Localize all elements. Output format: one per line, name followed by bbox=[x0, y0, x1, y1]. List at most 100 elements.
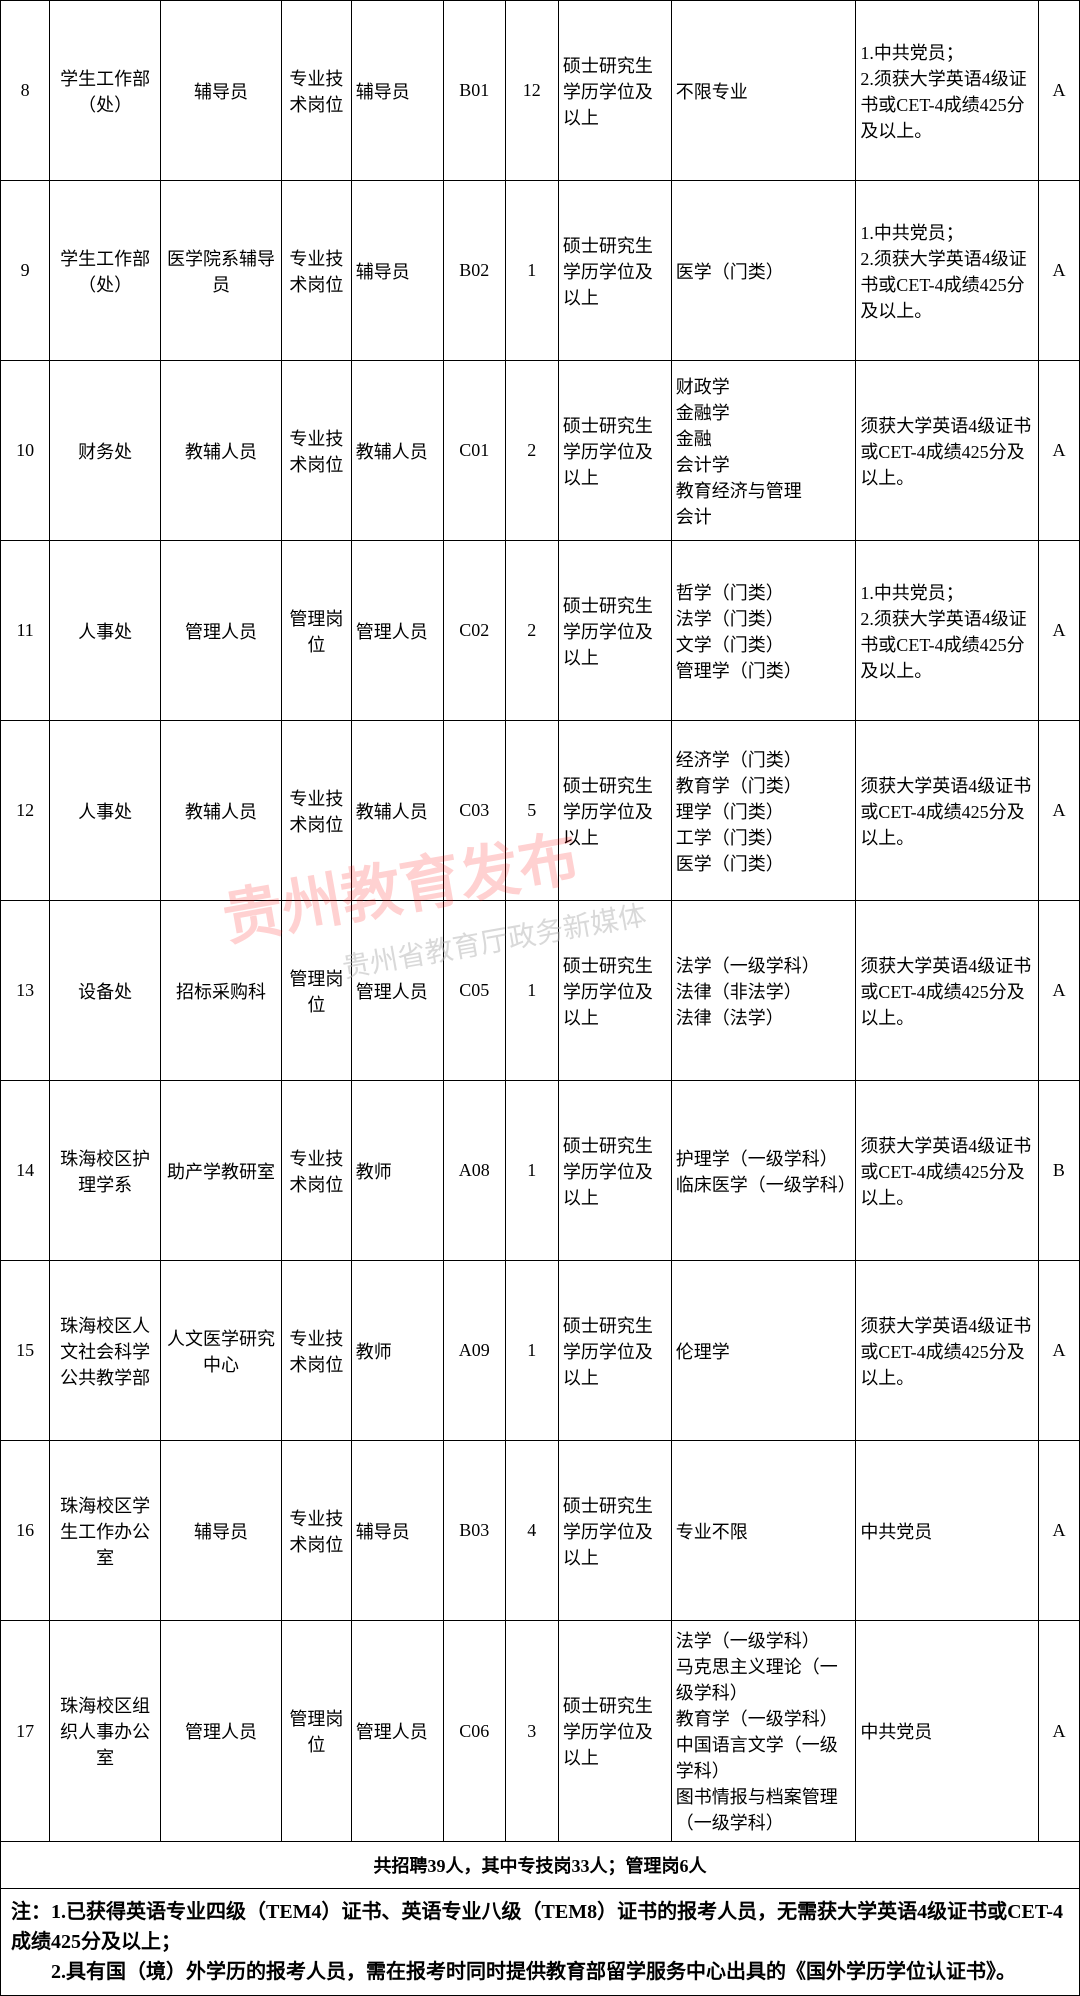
code-cell: C02 bbox=[444, 541, 506, 721]
category-cell: 辅导员 bbox=[351, 1441, 443, 1621]
position-cell: 辅导员 bbox=[160, 1, 281, 181]
table-row: 15珠海校区人文社会科学公共教学部人文医学研究中心专业技术岗位教师A091硕士研… bbox=[1, 1261, 1080, 1441]
pos-type-cell: 专业技术岗位 bbox=[282, 1, 352, 181]
dept-cell: 珠海校区人文社会科学公共教学部 bbox=[50, 1261, 161, 1441]
education-cell: 硕士研究生学历学位及以上 bbox=[558, 1081, 671, 1261]
grade-cell: A bbox=[1038, 721, 1079, 901]
grade-cell: A bbox=[1038, 901, 1079, 1081]
table-row: 16珠海校区学生工作办公室辅导员专业技术岗位辅导员B034硕士研究生学历学位及以… bbox=[1, 1441, 1080, 1621]
row-num-cell: 12 bbox=[1, 721, 50, 901]
requirement-cell: 中共党员 bbox=[856, 1441, 1039, 1621]
notes-block: 注：1.已获得英语专业四级（TEM4）证书、英语专业八级（TEM8）证书的报考人… bbox=[0, 1889, 1080, 1996]
education-cell: 硕士研究生学历学位及以上 bbox=[558, 721, 671, 901]
code-cell: A08 bbox=[444, 1081, 506, 1261]
education-cell: 硕士研究生学历学位及以上 bbox=[558, 181, 671, 361]
count-cell: 5 bbox=[505, 721, 558, 901]
pos-type-cell: 管理岗位 bbox=[282, 541, 352, 721]
pos-type-cell: 专业技术岗位 bbox=[282, 361, 352, 541]
requirement-cell: 1.中共党员； 2.须获大学英语4级证书或CET-4成绩425分及以上。 bbox=[856, 181, 1039, 361]
requirement-cell: 1.中共党员； 2.须获大学英语4级证书或CET-4成绩425分及以上。 bbox=[856, 1, 1039, 181]
major-cell: 伦理学 bbox=[671, 1261, 856, 1441]
grade-cell: A bbox=[1038, 1, 1079, 181]
position-cell: 辅导员 bbox=[160, 1441, 281, 1621]
major-cell: 专业不限 bbox=[671, 1441, 856, 1621]
grade-cell: A bbox=[1038, 1621, 1079, 1842]
dept-cell: 珠海校区组织人事办公室 bbox=[50, 1621, 161, 1842]
table-row: 12人事处教辅人员专业技术岗位教辅人员C035硕士研究生学历学位及以上经济学（门… bbox=[1, 721, 1080, 901]
requirement-cell: 中共党员 bbox=[856, 1621, 1039, 1842]
category-cell: 管理人员 bbox=[351, 541, 443, 721]
education-cell: 硕士研究生学历学位及以上 bbox=[558, 901, 671, 1081]
major-cell: 医学（门类） bbox=[671, 181, 856, 361]
row-num-cell: 17 bbox=[1, 1621, 50, 1842]
row-num-cell: 16 bbox=[1, 1441, 50, 1621]
dept-cell: 学生工作部（处） bbox=[50, 181, 161, 361]
table-row: 11人事处管理人员管理岗位管理人员C022硕士研究生学历学位及以上哲学（门类） … bbox=[1, 541, 1080, 721]
table-row: 13设备处招标采购科管理岗位管理人员C051硕士研究生学历学位及以上法学（一级学… bbox=[1, 901, 1080, 1081]
category-cell: 管理人员 bbox=[351, 1621, 443, 1842]
major-cell: 财政学 金融学 金融 会计学 教育经济与管理 会计 bbox=[671, 361, 856, 541]
major-cell: 护理学（一级学科） 临床医学（一级学科） bbox=[671, 1081, 856, 1261]
count-cell: 12 bbox=[505, 1, 558, 181]
pos-type-cell: 专业技术岗位 bbox=[282, 1261, 352, 1441]
education-cell: 硕士研究生学历学位及以上 bbox=[558, 1441, 671, 1621]
row-num-cell: 10 bbox=[1, 361, 50, 541]
row-num-cell: 15 bbox=[1, 1261, 50, 1441]
count-cell: 1 bbox=[505, 181, 558, 361]
recruitment-table: 8学生工作部（处）辅导员专业技术岗位辅导员B0112硕士研究生学历学位及以上不限… bbox=[0, 0, 1080, 1889]
code-cell: B01 bbox=[444, 1, 506, 181]
requirement-cell: 须获大学英语4级证书或CET-4成绩425分及以上。 bbox=[856, 901, 1039, 1081]
table-row: 10财务处教辅人员专业技术岗位教辅人员C012硕士研究生学历学位及以上财政学 金… bbox=[1, 361, 1080, 541]
dept-cell: 珠海校区护理学系 bbox=[50, 1081, 161, 1261]
note-line-1: 注：1.已获得英语专业四级（TEM4）证书、英语专业八级（TEM8）证书的报考人… bbox=[11, 1897, 1069, 1957]
category-cell: 辅导员 bbox=[351, 181, 443, 361]
dept-cell: 财务处 bbox=[50, 361, 161, 541]
code-cell: C01 bbox=[444, 361, 506, 541]
requirement-cell: 须获大学英语4级证书或CET-4成绩425分及以上。 bbox=[856, 721, 1039, 901]
requirement-cell: 须获大学英语4级证书或CET-4成绩425分及以上。 bbox=[856, 361, 1039, 541]
code-cell: B02 bbox=[444, 181, 506, 361]
table-row: 8学生工作部（处）辅导员专业技术岗位辅导员B0112硕士研究生学历学位及以上不限… bbox=[1, 1, 1080, 181]
major-cell: 法学（一级学科） 法律（非法学） 法律（法学） bbox=[671, 901, 856, 1081]
pos-type-cell: 管理岗位 bbox=[282, 1621, 352, 1842]
category-cell: 辅导员 bbox=[351, 1, 443, 181]
count-cell: 1 bbox=[505, 1261, 558, 1441]
count-cell: 3 bbox=[505, 1621, 558, 1842]
pos-type-cell: 管理岗位 bbox=[282, 901, 352, 1081]
count-cell: 2 bbox=[505, 541, 558, 721]
category-cell: 管理人员 bbox=[351, 901, 443, 1081]
row-num-cell: 9 bbox=[1, 181, 50, 361]
row-num-cell: 8 bbox=[1, 1, 50, 181]
table-body: 8学生工作部（处）辅导员专业技术岗位辅导员B0112硕士研究生学历学位及以上不限… bbox=[1, 1, 1080, 1889]
major-cell: 不限专业 bbox=[671, 1, 856, 181]
code-cell: B03 bbox=[444, 1441, 506, 1621]
dept-cell: 设备处 bbox=[50, 901, 161, 1081]
pos-type-cell: 专业技术岗位 bbox=[282, 1081, 352, 1261]
education-cell: 硕士研究生学历学位及以上 bbox=[558, 541, 671, 721]
requirement-cell: 须获大学英语4级证书或CET-4成绩425分及以上。 bbox=[856, 1261, 1039, 1441]
position-cell: 人文医学研究中心 bbox=[160, 1261, 281, 1441]
summary-cell: 共招聘39人，其中专技岗33人；管理岗6人 bbox=[1, 1842, 1080, 1889]
dept-cell: 人事处 bbox=[50, 721, 161, 901]
position-cell: 教辅人员 bbox=[160, 721, 281, 901]
count-cell: 2 bbox=[505, 361, 558, 541]
row-num-cell: 11 bbox=[1, 541, 50, 721]
major-cell: 法学（一级学科） 马克思主义理论（一级学科） 教育学（一级学科） 中国语言文学（… bbox=[671, 1621, 856, 1842]
count-cell: 1 bbox=[505, 901, 558, 1081]
position-cell: 教辅人员 bbox=[160, 361, 281, 541]
grade-cell: A bbox=[1038, 181, 1079, 361]
grade-cell: A bbox=[1038, 541, 1079, 721]
code-cell: C03 bbox=[444, 721, 506, 901]
pos-type-cell: 专业技术岗位 bbox=[282, 181, 352, 361]
category-cell: 教师 bbox=[351, 1261, 443, 1441]
education-cell: 硕士研究生学历学位及以上 bbox=[558, 1, 671, 181]
dept-cell: 人事处 bbox=[50, 541, 161, 721]
pos-type-cell: 专业技术岗位 bbox=[282, 1441, 352, 1621]
table-row: 9学生工作部（处）医学院系辅导员专业技术岗位辅导员B021硕士研究生学历学位及以… bbox=[1, 181, 1080, 361]
code-cell: C06 bbox=[444, 1621, 506, 1842]
position-cell: 助产学教研室 bbox=[160, 1081, 281, 1261]
position-cell: 招标采购科 bbox=[160, 901, 281, 1081]
requirement-cell: 1.中共党员； 2.须获大学英语4级证书或CET-4成绩425分及以上。 bbox=[856, 541, 1039, 721]
major-cell: 哲学（门类） 法学（门类） 文学（门类） 管理学（门类） bbox=[671, 541, 856, 721]
summary-row: 共招聘39人，其中专技岗33人；管理岗6人 bbox=[1, 1842, 1080, 1889]
